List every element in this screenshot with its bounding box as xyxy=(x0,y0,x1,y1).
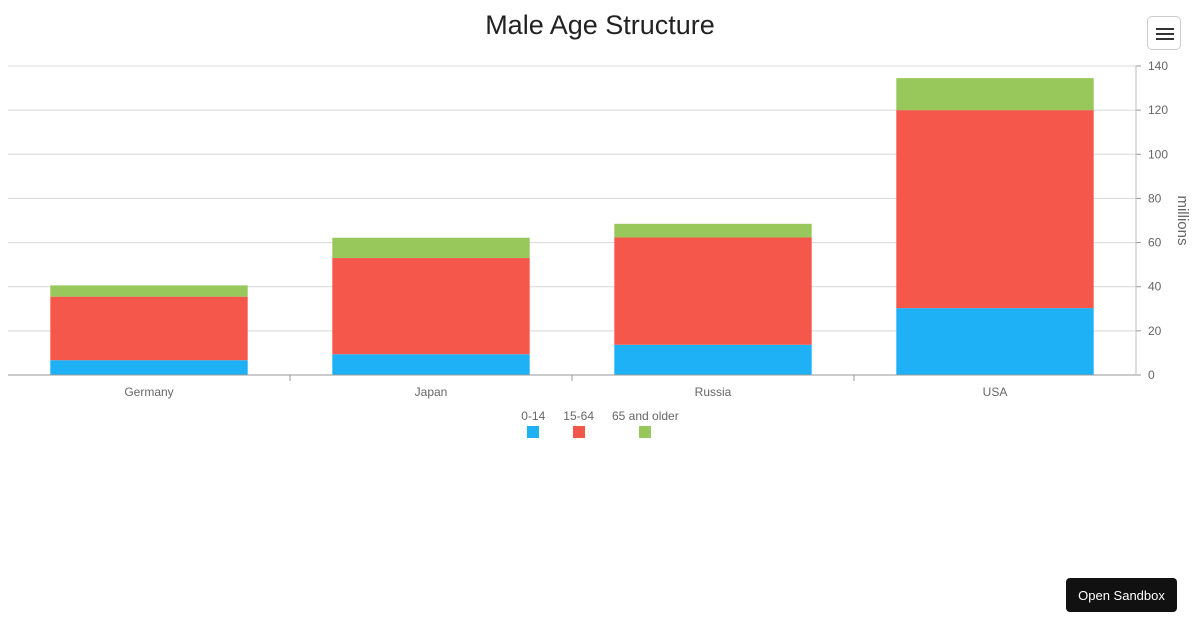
x-tick-label: Japan xyxy=(415,385,448,399)
bar-segment xyxy=(332,258,530,355)
y-axis-title: millions xyxy=(1174,195,1191,245)
legend: 0-14 15-64 65 and older xyxy=(0,409,1200,438)
y-tick-label: 120 xyxy=(1148,103,1168,117)
x-tick-label: Russia xyxy=(695,385,732,399)
legend-item[interactable]: 0-14 xyxy=(521,409,545,438)
legend-swatch xyxy=(527,426,540,438)
x-tick-label: Germany xyxy=(124,385,173,399)
bar-segment xyxy=(50,296,248,361)
y-tick-label: 140 xyxy=(1148,59,1168,73)
bar-segment xyxy=(896,308,1094,375)
y-tick-label: 80 xyxy=(1148,191,1162,205)
bars xyxy=(50,78,1094,375)
bar-segment xyxy=(896,110,1094,309)
y-tick-label: 60 xyxy=(1148,236,1162,250)
bar-segment xyxy=(50,360,248,375)
hamburger-menu-button[interactable] xyxy=(1147,16,1181,50)
legend-swatch xyxy=(572,426,585,438)
axes: 0 20 40 60 80 100 120 140 Germany Japan Russia USA m… xyxy=(8,59,1191,399)
legend-label: 15-64 xyxy=(563,409,594,423)
bar-segment xyxy=(614,223,812,238)
legend-item[interactable]: 65 and older xyxy=(612,409,679,438)
bar-segment xyxy=(50,285,248,297)
legend-label: 0-14 xyxy=(521,409,546,423)
y-tick-label: 20 xyxy=(1148,324,1162,338)
bar-segment xyxy=(332,354,530,375)
bar-segment xyxy=(614,344,812,375)
y-tick-label: 100 xyxy=(1148,147,1168,161)
legend-label: 65 and older xyxy=(612,409,679,423)
y-tick-label: 40 xyxy=(1148,280,1162,294)
x-tick-label: USA xyxy=(983,385,1008,399)
chart-title: Male Age Structure xyxy=(485,10,715,40)
bar-segment xyxy=(332,237,530,259)
bar-segment xyxy=(896,78,1094,111)
legend-item[interactable]: 15-64 xyxy=(563,409,594,438)
bar-segment xyxy=(614,237,812,345)
y-tick-label: 0 xyxy=(1148,368,1155,382)
legend-swatch xyxy=(639,426,652,438)
open-sandbox-button[interactable]: Open Sandbox xyxy=(1066,578,1177,612)
